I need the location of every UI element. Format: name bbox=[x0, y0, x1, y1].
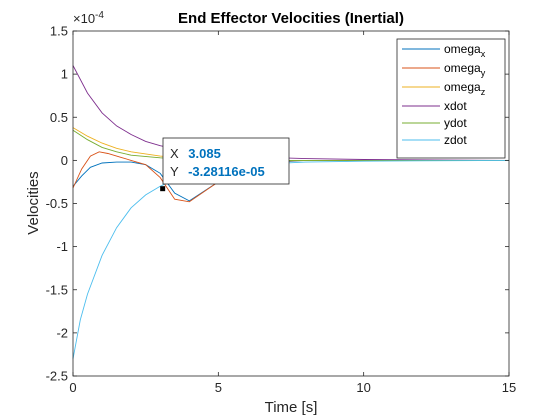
datatip-marker bbox=[160, 186, 166, 192]
series-line-xdot[interactable] bbox=[72, 65, 510, 161]
datatip-x-label: X bbox=[170, 146, 179, 161]
x-tick-label: 5 bbox=[215, 380, 222, 395]
y-tick-label: 1.5 bbox=[50, 24, 68, 39]
legend[interactable]: omegax omegay omegaz xdot ydot zdot bbox=[396, 38, 506, 159]
datatip-x: X 3.085 bbox=[170, 146, 221, 161]
y-tick-label: 0 bbox=[61, 153, 68, 168]
datatip-box bbox=[162, 137, 290, 185]
y-tick-label: -2.5 bbox=[46, 369, 68, 384]
legend-label-omega-y: omegay bbox=[444, 61, 486, 78]
legend-label-omega-z: omegaz bbox=[444, 80, 486, 97]
x-tick-label: 0 bbox=[69, 380, 76, 395]
y-exponent: ×10 -4 bbox=[73, 10, 104, 26]
datatip[interactable]: X 3.085 Y -3.28116e-05 bbox=[160, 137, 290, 192]
legend-label-xdot: xdot bbox=[444, 99, 467, 113]
y-tick-label: -2 bbox=[56, 325, 68, 340]
y-exponent-base: ×10 bbox=[73, 11, 95, 26]
y-tick-label: -0.5 bbox=[46, 196, 68, 211]
datatip-y-label: Y bbox=[170, 164, 179, 179]
legend-box bbox=[396, 38, 506, 159]
axes-layer: 0 5 10 15 -2.5 -2 -1.5 -1 -0.5 0 0.5 1 1.5 bbox=[46, 24, 517, 396]
legend-label-omega-x: omegax bbox=[444, 42, 486, 59]
datatip-y-value: -3.28116e-05 bbox=[188, 164, 265, 179]
legend-label-zdot: zdot bbox=[444, 133, 467, 147]
series-line-ydot[interactable] bbox=[72, 129, 509, 161]
y-axis-label: Velocities bbox=[25, 171, 42, 234]
y-tick-label: -1.5 bbox=[46, 282, 68, 297]
x-tick-label: 10 bbox=[356, 380, 370, 395]
y-exponent-power: -4 bbox=[95, 10, 104, 21]
y-tick-label: 1 bbox=[61, 67, 68, 82]
x-tick-label: 15 bbox=[502, 380, 516, 395]
chart-title: End Effector Velocities (Inertial) bbox=[178, 10, 404, 27]
datatip-x-value: 3.085 bbox=[188, 146, 221, 161]
x-axis-label: Time [s] bbox=[265, 399, 318, 416]
y-tick-label: -1 bbox=[56, 239, 68, 254]
datatip-y: Y -3.28116e-05 bbox=[170, 164, 265, 179]
legend-label-ydot: ydot bbox=[444, 116, 467, 130]
y-tick-label: 0.5 bbox=[50, 110, 68, 125]
